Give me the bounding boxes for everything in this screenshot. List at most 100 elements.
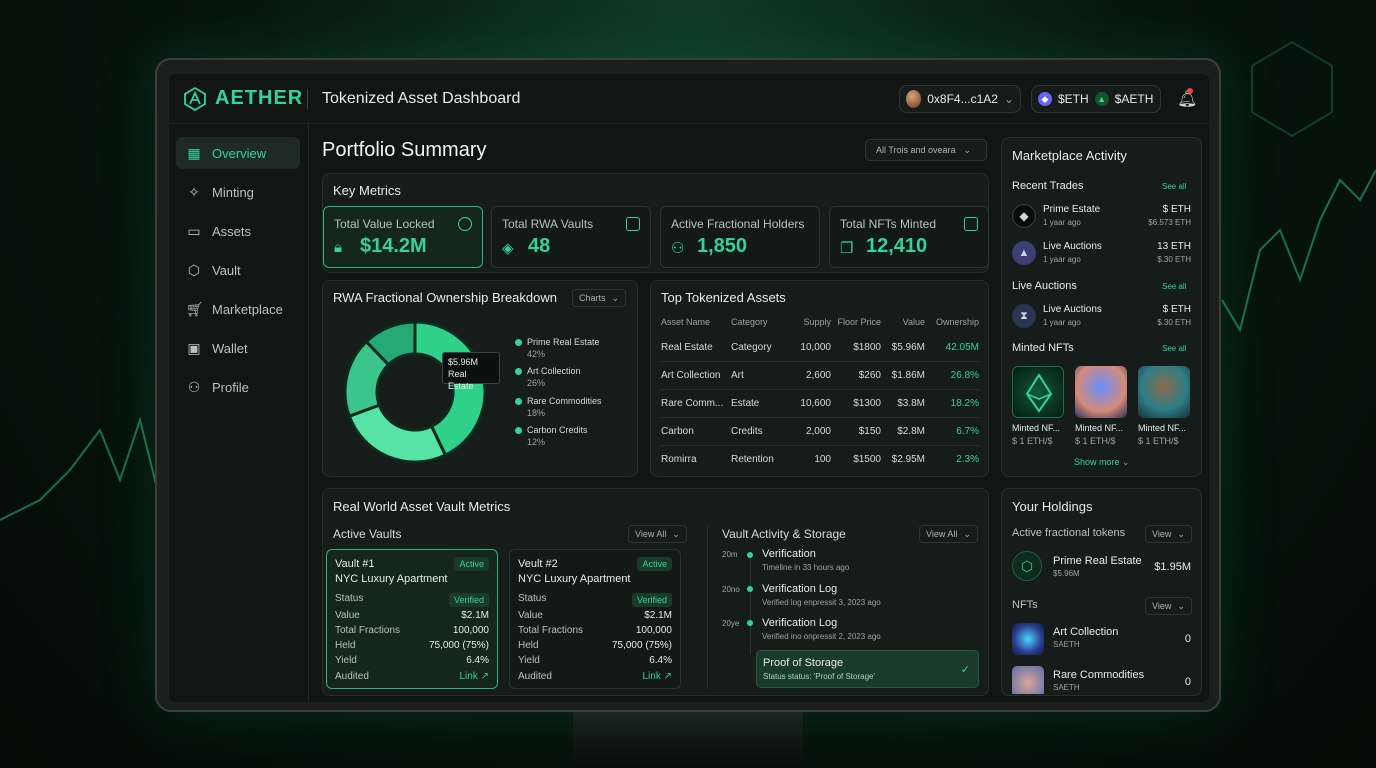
table-cell[interactable]: Art Collection xyxy=(661,370,721,381)
vault-row: Value $2.1M xyxy=(335,610,489,621)
settings-icon xyxy=(626,217,640,231)
lock-icon: 🔒︎ xyxy=(334,239,342,256)
trade-name[interactable]: Live Auctions xyxy=(1043,241,1102,252)
table-cell[interactable]: Carbon xyxy=(661,426,694,437)
view-label: View xyxy=(1152,529,1172,539)
brand-logo[interactable]: AETHER xyxy=(183,86,307,111)
timeline-title[interactable]: Verification Log xyxy=(762,617,838,629)
bell-icon[interactable]: 🔔︎ xyxy=(1177,91,1198,108)
filter-dropdown[interactable]: All Trois and oveara ⌄ xyxy=(865,139,987,161)
sidebar-item-profile[interactable]: ⚇ Profile xyxy=(176,371,300,403)
see-all-link[interactable]: See all xyxy=(1162,182,1187,191)
check-icon: ✓ xyxy=(960,664,970,676)
sidebar-item-vault[interactable]: ⬡ Vault xyxy=(176,254,300,286)
row-label: Total Fractions xyxy=(518,625,584,636)
audit-link[interactable]: Link ↗ xyxy=(459,671,489,682)
status-badge: Active xyxy=(454,557,489,571)
table-cell[interactable]: Rare Comm... xyxy=(661,398,724,409)
row-label: Total Fractions xyxy=(335,625,401,636)
nft-sub: SAETH xyxy=(1053,683,1080,692)
table-cell: 18.2% xyxy=(950,398,979,409)
token-name[interactable]: Prime Real Estate xyxy=(1053,555,1142,567)
timeline-title[interactable]: Verification xyxy=(762,548,816,560)
vault-row: Status Verified xyxy=(335,593,489,607)
trade-name[interactable]: Prime Estate xyxy=(1043,204,1101,215)
sidebar-item-minting[interactable]: ✧ Minting xyxy=(176,176,300,208)
table-cell[interactable]: Romirra xyxy=(661,454,697,465)
metric-total-value-locked[interactable]: Total Value Locked 🔒︎ $14.2M xyxy=(323,206,483,268)
row-label: Status xyxy=(518,593,547,604)
sidebar-item-assets[interactable]: ▭ Assets xyxy=(176,215,300,247)
view-all-activity-button[interactable]: View All ⌄ xyxy=(919,525,978,543)
chart-type-value: Charts xyxy=(579,293,606,303)
sidebar-item-overview[interactable]: ▦ Overview xyxy=(176,137,300,169)
trade-sub: $6.573 ETH xyxy=(1148,218,1191,227)
vault-row: Audited Link ↗ xyxy=(335,671,489,682)
tooltip-value: $5.96M xyxy=(448,357,479,367)
chevron-down-icon: ⌄ xyxy=(1177,600,1185,611)
table-header-cell: Category xyxy=(731,317,768,327)
holdings-title: Your Holdings xyxy=(1012,499,1093,514)
metric-active-fractional-holders[interactable]: Active Fractional Holders ⚇ 1,850 xyxy=(660,206,820,268)
row-value: 100,000 xyxy=(452,625,489,636)
nft-thumbnail[interactable] xyxy=(1012,366,1064,418)
vault-card[interactable]: Vault #1 Active NYC Luxury Apartment Sta… xyxy=(326,549,498,689)
proof-of-storage-item[interactable]: Proof of Storage Status status: 'Proof o… xyxy=(756,650,979,688)
table-cell: 6.7% xyxy=(956,426,979,437)
vault-row: Yield 6.4% xyxy=(335,655,489,666)
sidebar-item-marketplace[interactable]: 🛒︎ Marketplace xyxy=(176,293,300,325)
donut-slice-art-collection[interactable] xyxy=(347,403,448,464)
vault-row: Audited Link ↗ xyxy=(518,671,672,682)
auction-sub: $.30 ETH xyxy=(1157,318,1191,327)
view-tokens-button[interactable]: View ⌄ xyxy=(1145,525,1192,543)
show-more-button[interactable]: Show more ⌄ xyxy=(1074,457,1130,468)
nft-name[interactable]: Art Collection xyxy=(1053,626,1119,638)
legend-swatch xyxy=(515,398,522,405)
table-cell: $5.96M xyxy=(891,342,925,353)
row-value: 6.4% xyxy=(466,655,489,666)
row-label: Audited xyxy=(335,671,369,682)
timeline-title[interactable]: Verification Log xyxy=(762,583,838,595)
metric-total-nfts-minted[interactable]: Total NFTs Minted ❐ 12,410 xyxy=(829,206,989,268)
timeline-time: 20ye xyxy=(722,619,740,628)
metric-value: $14.2M xyxy=(360,235,427,257)
table-cell: $2.95M xyxy=(891,454,925,465)
legend-percent: 18% xyxy=(527,408,546,418)
row-value: 75,000 (75%) xyxy=(428,640,489,651)
token-balances[interactable]: ◆ $ETH ▲ $AETH xyxy=(1031,85,1161,113)
view-all-vaults-button[interactable]: View All ⌄ xyxy=(628,525,687,543)
nft-thumbnail xyxy=(1012,623,1044,655)
table-cell: $1.86M xyxy=(891,370,925,381)
audit-link[interactable]: Link ↗ xyxy=(642,671,672,682)
table-row-divider xyxy=(659,445,981,446)
chart-type-select[interactable]: Charts ⌄ xyxy=(572,289,627,307)
sidebar-item-label: Assets xyxy=(212,223,252,239)
see-all-link[interactable]: See all xyxy=(1162,344,1187,353)
nft-name[interactable]: Rare Commodities xyxy=(1053,669,1145,681)
trade-time: 1 yaar ago xyxy=(1043,218,1081,227)
table-header-cell: Supply xyxy=(803,317,831,327)
wallet-address-button[interactable]: 0x8F4...c1A2 ⌄ xyxy=(899,85,1021,113)
table-cell: Category xyxy=(731,342,772,353)
table-cell[interactable]: Real Estate xyxy=(661,342,713,353)
key-metrics-title: Key Metrics xyxy=(333,183,401,198)
nft-thumbnail[interactable] xyxy=(1075,366,1127,418)
view-all-label: View All xyxy=(635,529,667,539)
sidebar-item-wallet[interactable]: ▣ Wallet xyxy=(176,332,300,364)
marketplace-card: Marketplace Activity Recent Trades See a… xyxy=(1001,137,1202,477)
auction-icon: ▲ xyxy=(1012,241,1036,265)
metric-total-rwa-vaults[interactable]: Total RWA Vaults ◈ 48 xyxy=(491,206,651,268)
donut-slice-carbon-credits[interactable] xyxy=(364,320,417,367)
auction-name[interactable]: Live Auctions xyxy=(1043,304,1102,315)
row-value: 75,000 (75%) xyxy=(611,640,672,651)
view-nfts-button[interactable]: View ⌄ xyxy=(1145,597,1192,615)
monitor: AETHER Tokenized Asset Dashboard 0x8F4..… xyxy=(155,58,1221,712)
metric-value: 1,850 xyxy=(697,235,748,257)
table-cell: 2.3% xyxy=(956,454,979,465)
vault-card[interactable]: Veult #2 Active NYC Luxury Apartment Sta… xyxy=(509,549,681,689)
section-divider xyxy=(707,525,708,689)
nft-thumbnail[interactable] xyxy=(1138,366,1190,418)
metric-label: Total RWA Vaults xyxy=(502,217,594,231)
see-all-link[interactable]: See all xyxy=(1162,282,1187,291)
table-cell: $260 xyxy=(858,370,881,381)
